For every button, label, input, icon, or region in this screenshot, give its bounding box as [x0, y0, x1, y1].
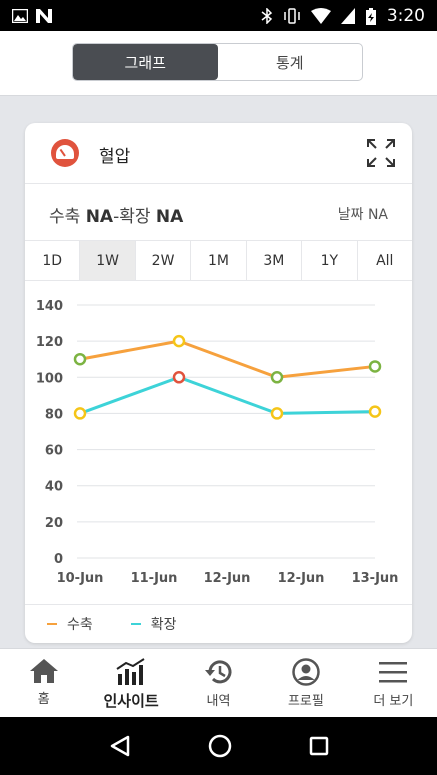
bp-line-chart: 0 20 40 60 80 100 120 140 10-Jun 11-Jun 12-Jun 12-J… [36, 299, 399, 586]
legend-diastolic-swatch [130, 623, 141, 625]
legend-diastolic-label: 확장 [150, 617, 177, 633]
y-tick-label: 100 [36, 371, 63, 386]
card-title: 혈압 [99, 147, 131, 167]
range-1m[interactable]: 1M [191, 241, 247, 280]
home-icon [29, 659, 58, 683]
nav-profile-label: 프로필 [287, 694, 324, 709]
nav-profile[interactable]: 프로필 [262, 649, 349, 717]
data-point-systolic [73, 352, 87, 366]
insights-icon [116, 658, 145, 685]
data-point-diastolic [368, 405, 382, 418]
summary-separator: - [113, 207, 120, 227]
card-header: 혈압 [25, 123, 412, 184]
nav-more[interactable]: 더 보기 [350, 649, 437, 717]
systolic-value: NA [85, 207, 114, 227]
range-selector: 1D 1W 2W 1M 3M 1Y All [25, 241, 412, 281]
data-point-diastolic [73, 407, 87, 420]
tab-graph[interactable]: 그래프 [73, 44, 218, 80]
status-time: 3:20 [386, 5, 425, 26]
range-2w[interactable]: 2W [136, 241, 192, 280]
range-1d[interactable]: 1D [25, 241, 81, 280]
profile-icon [292, 658, 320, 686]
menu-icon [379, 662, 408, 683]
bluetooth-icon [261, 7, 272, 24]
y-tick-label: 140 [36, 299, 63, 314]
tab-statistics[interactable]: 통계 [275, 53, 304, 72]
nav-history-label: 내역 [206, 694, 231, 709]
fullscreen-icon[interactable] [365, 137, 397, 169]
nav-home-label: 홈 [37, 692, 50, 707]
bp-summary: 수축 NA-확장 NA [49, 202, 183, 227]
home-circle-icon[interactable] [208, 734, 232, 758]
history-icon [204, 660, 232, 684]
x-tick-label: 13-Jun [352, 571, 399, 586]
date-label: 날짜 NA [337, 207, 388, 223]
nav-home[interactable]: 홈 [0, 649, 87, 717]
nav-more-label: 더 보기 [373, 694, 414, 709]
battery-icon [365, 7, 376, 25]
wifi-icon [310, 7, 331, 24]
chart-legend: 수축 확장 [25, 604, 412, 643]
legend-diastolic: 확장 [130, 614, 177, 634]
y-tick-label: 40 [45, 480, 63, 495]
gauge-icon [51, 139, 79, 167]
x-tick-label: 11-Jun [131, 571, 178, 586]
nav-history[interactable]: 내역 [175, 649, 262, 717]
image-notification-icon [12, 8, 28, 23]
n-notification-icon [36, 8, 52, 23]
data-point-systolic [270, 371, 284, 384]
cellular-icon [340, 7, 355, 24]
view-toggle: 그래프 통계 [72, 43, 363, 81]
x-tick-label: 12-Jun [204, 571, 251, 586]
x-tick-label: 10-Jun [57, 571, 104, 586]
y-tick-label: 120 [36, 335, 63, 350]
y-tick-label: 0 [54, 552, 63, 567]
nav-insights[interactable]: 인사이트 [87, 649, 174, 717]
recents-icon[interactable] [309, 736, 329, 756]
back-icon[interactable] [109, 735, 131, 757]
diastolic-value: NA [155, 207, 184, 227]
system-nav-bar [0, 717, 437, 775]
data-point-diastolic [270, 407, 284, 420]
legend-systolic: 수축 [47, 614, 93, 634]
series-line-diastolic [79, 375, 376, 415]
top-bar: 그래프 통계 [0, 31, 437, 96]
y-tick-label: 60 [45, 444, 63, 459]
bottom-nav: 홈 인사이트 내역 프로필 더 보기 [0, 648, 437, 717]
range-all[interactable]: All [376, 252, 394, 269]
legend-systolic-swatch [47, 623, 57, 625]
series-line-systolic [79, 339, 376, 379]
data-point-systolic [368, 360, 382, 373]
status-bar: 3:20 [0, 0, 437, 31]
summary-row: 수축 NA-확장 NA 날짜 NA [25, 184, 412, 241]
x-tick-label: 12-Jun [278, 571, 325, 586]
blood-pressure-card: 혈압 수축 NA-확장 NA 날짜 NA 1D 1W 2W 1M 3M 1Y A… [25, 123, 412, 643]
systolic-label: 수축 [49, 207, 81, 227]
data-point-systolic [172, 334, 186, 348]
nav-insights-label: 인사이트 [103, 692, 159, 710]
diastolic-label: 확장 [119, 207, 151, 227]
range-3m[interactable]: 3M [247, 241, 303, 280]
vibrate-icon [284, 7, 300, 24]
data-point-diastolic [172, 371, 186, 384]
legend-systolic-label: 수축 [67, 617, 93, 633]
y-tick-label: 20 [45, 516, 63, 531]
y-tick-label: 80 [45, 407, 63, 422]
range-1w[interactable]: 1W [80, 241, 136, 280]
range-1y[interactable]: 1Y [302, 241, 358, 280]
